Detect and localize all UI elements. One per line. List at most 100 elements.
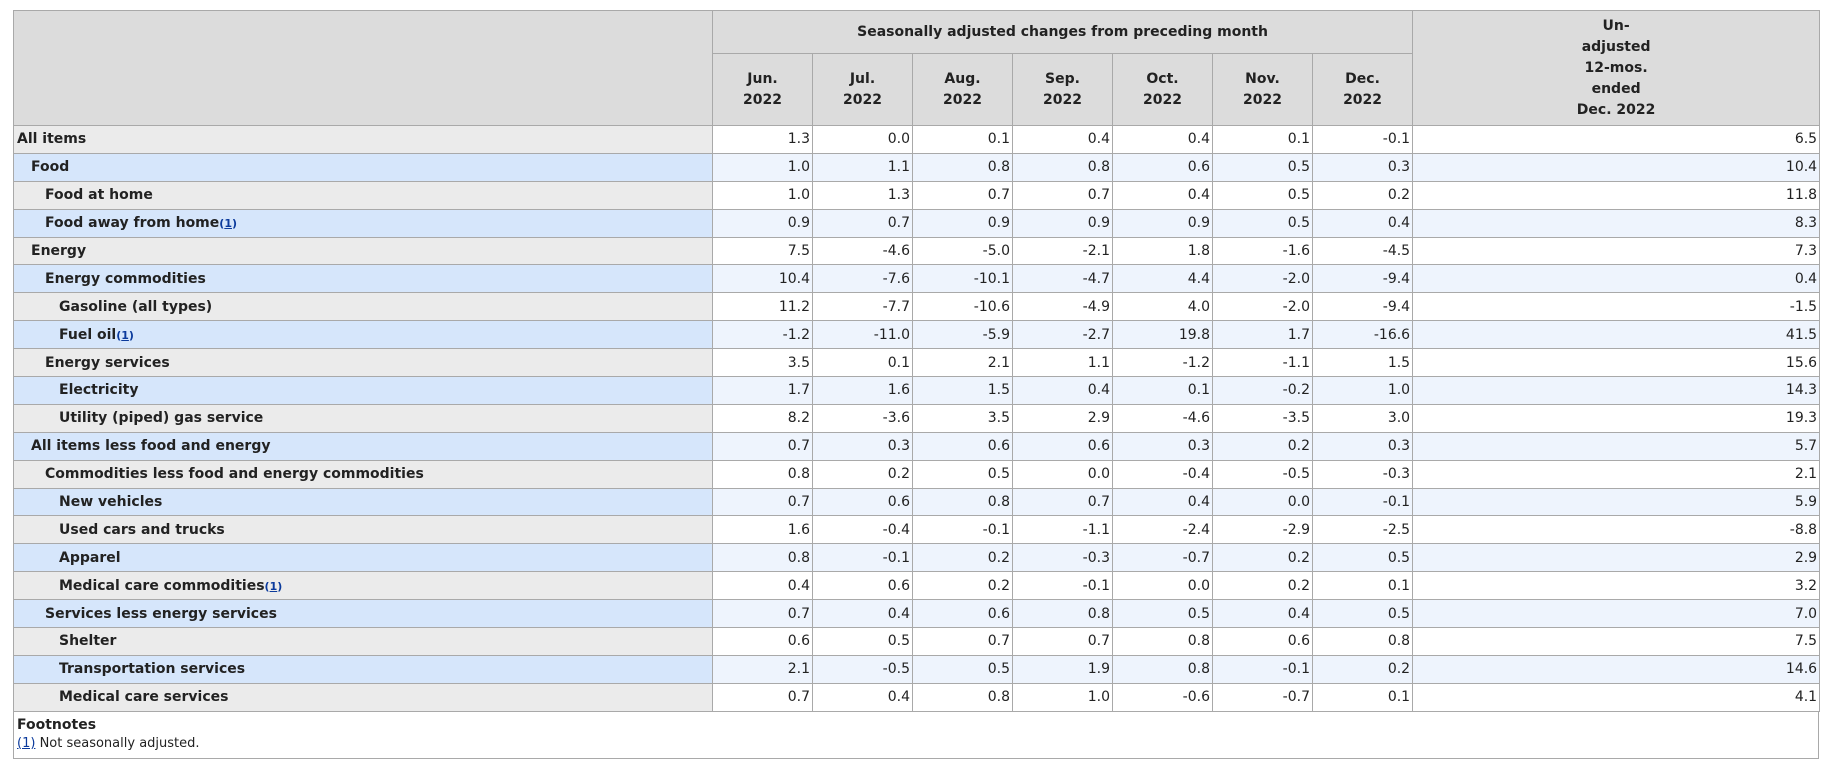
row-label: Fuel oil(1): [13, 320, 713, 350]
value-cell: -0.3: [1012, 543, 1113, 573]
value-cell: -8.8: [1412, 515, 1821, 545]
value-cell: 0.1: [912, 125, 1013, 154]
row-label-text: Transportation services: [59, 661, 246, 678]
table-row: Fuel oil(1) -1.2 -11.0 -5.9 -2.7 19.8 1.7 -16.6…: [13, 320, 1821, 350]
value-cell: -4.6: [1112, 403, 1213, 433]
value-cell: 7.0: [1412, 599, 1821, 629]
value-cell: 0.5: [1311, 599, 1414, 629]
value-cell: 0.4: [1311, 208, 1414, 238]
value-cell: 2.9: [1412, 543, 1821, 573]
row-label-text: Energy services: [45, 354, 170, 371]
value-cell: 0.9: [1112, 208, 1213, 238]
value-cell: 0.7: [1012, 627, 1113, 656]
footnote-anchor[interactable]: (1): [17, 735, 36, 751]
value-cell: -1.6: [1212, 236, 1313, 266]
value-cell: 1.8: [1112, 236, 1213, 266]
value-cell: 4.0: [1112, 292, 1213, 322]
value-cell: -0.1: [1311, 487, 1414, 517]
footnote-link[interactable]: (1): [219, 217, 237, 231]
value-cell: 1.7: [1212, 320, 1313, 350]
value-cell: -9.4: [1311, 292, 1414, 322]
value-cell: 0.5: [1212, 208, 1313, 238]
value-cell: -0.1: [1212, 654, 1313, 684]
value-cell: 5.9: [1412, 487, 1821, 517]
value-cell: 0.4: [1212, 599, 1313, 629]
value-cell: -9.4: [1311, 264, 1414, 294]
value-cell: -2.0: [1212, 292, 1313, 322]
row-label-text: Apparel: [59, 549, 121, 566]
row-label: Food away from home(1): [13, 208, 713, 238]
value-cell: 0.8: [1012, 599, 1113, 629]
table-row: Apparel 0.8 -0.1 0.2 -0.3 -0.7 0.2 0.5 2.9: [13, 543, 1821, 573]
value-cell: -3.5: [1212, 403, 1313, 433]
value-cell: 11.2: [712, 292, 813, 322]
unadjusted-header-line: adjusted: [1581, 38, 1651, 55]
row-label: Food at home: [13, 180, 713, 210]
value-cell: -4.9: [1012, 292, 1113, 322]
value-cell: 3.2: [1412, 571, 1821, 601]
value-cell: -5.9: [912, 320, 1013, 350]
footnote-link[interactable]: (1): [264, 579, 283, 593]
value-cell: 0.4: [812, 599, 913, 629]
value-cell: -1.1: [1212, 348, 1313, 378]
value-cell: 0.6: [1112, 152, 1213, 182]
footnote-list: (1) Not seasonally adjusted.: [14, 733, 1818, 751]
value-cell: 1.1: [1012, 348, 1113, 378]
row-label: All items less food and energy: [13, 431, 713, 461]
value-cell: 1.9: [1012, 654, 1113, 684]
value-cell: -11.0: [812, 320, 913, 350]
month-header: Jun. 2022: [712, 53, 813, 126]
year-label: 2022: [843, 92, 882, 108]
value-cell: 14.6: [1412, 654, 1821, 684]
value-cell: 14.3: [1412, 376, 1821, 405]
year-label: 2022: [943, 92, 982, 108]
value-cell: 0.2: [1311, 180, 1414, 210]
table-row: Food 1.0 1.1 0.8 0.8 0.6 0.5 0.3 10.4: [13, 152, 1821, 182]
month-header: Jul. 2022: [812, 53, 913, 126]
value-cell: 0.1: [1311, 571, 1414, 601]
row-label: Energy commodities: [13, 264, 713, 294]
unadjusted-header: Un-adjusted 12-mos. ended Dec. 2022: [1412, 10, 1821, 126]
footnote-text: Not seasonally adjusted.: [39, 735, 200, 751]
footnote-item: (1) Not seasonally adjusted.: [17, 736, 1818, 751]
value-cell: 1.0: [712, 152, 813, 182]
value-cell: -10.6: [912, 292, 1013, 322]
value-cell: -0.6: [1112, 682, 1213, 712]
month-label: Jun.: [747, 71, 778, 87]
value-cell: 0.8: [912, 152, 1013, 182]
year-label: 2022: [1343, 92, 1383, 108]
value-cell: 15.6: [1412, 348, 1821, 378]
value-cell: 0.1: [812, 348, 913, 378]
unadjusted-header-line: Dec. 2022: [1576, 101, 1656, 118]
value-cell: 0.5: [912, 654, 1013, 684]
table-row: Utility (piped) gas service 8.2 -3.6 3.5 2.9…: [13, 403, 1821, 433]
month-header: Aug. 2022: [912, 53, 1013, 126]
footnote-link[interactable]: (1): [116, 328, 134, 342]
cpi-table-container: Seasonally adjusted changes from precedi…: [13, 10, 1821, 759]
row-label-text: Food: [31, 159, 70, 176]
value-cell: 0.6: [812, 487, 913, 517]
value-cell: 0.0: [812, 125, 913, 154]
row-label: Utility (piped) gas service: [13, 403, 713, 433]
value-cell: -4.7: [1012, 264, 1113, 294]
value-cell: -7.7: [812, 292, 913, 322]
value-cell: 0.4: [1012, 125, 1113, 154]
value-cell: 1.7: [712, 376, 813, 405]
value-cell: 0.8: [1112, 654, 1213, 684]
value-cell: 7.5: [1412, 627, 1821, 656]
row-label: Shelter: [13, 627, 713, 656]
value-cell: 1.6: [712, 515, 813, 545]
value-cell: 0.7: [1012, 180, 1113, 210]
value-cell: 0.3: [1112, 431, 1213, 461]
value-cell: 0.1: [1311, 682, 1414, 712]
row-label: Energy services: [13, 348, 713, 378]
value-cell: -2.4: [1112, 515, 1213, 545]
table-row: All items less food and energy 0.7 0.3 0.6 0…: [13, 431, 1821, 461]
row-label-text: Commodities less food and energy commodi…: [45, 466, 424, 483]
value-cell: 3.5: [712, 348, 813, 378]
month-label: Aug.: [944, 71, 981, 87]
value-cell: 0.4: [1012, 376, 1113, 405]
value-cell: -0.1: [812, 543, 913, 573]
cpi-table: Seasonally adjusted changes from precedi…: [13, 10, 1821, 712]
value-cell: -0.7: [1112, 543, 1213, 573]
